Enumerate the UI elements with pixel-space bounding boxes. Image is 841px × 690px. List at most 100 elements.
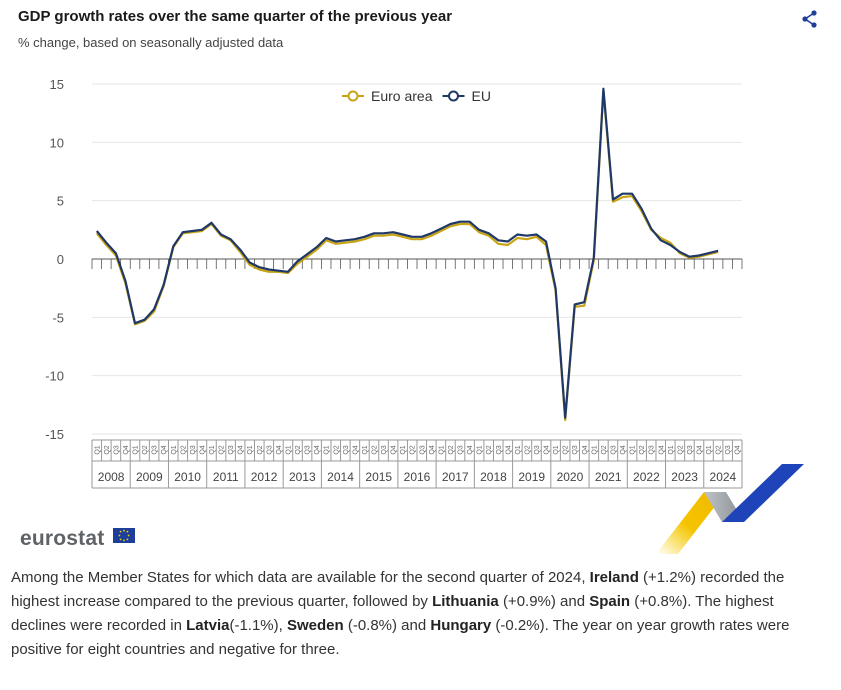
quarter-tick-label: Q3 — [381, 445, 388, 454]
year-label: 2019 — [518, 470, 545, 484]
quarter-tick-label: Q1 — [285, 445, 292, 454]
year-label: 2015 — [365, 470, 392, 484]
quarter-tick-label: Q1 — [362, 445, 369, 454]
quarter-tick-label: Q1 — [591, 445, 598, 454]
quarter-tick-label: Q2 — [677, 445, 684, 454]
legend-label: EU — [471, 88, 490, 104]
quarter-tick-label: Q3 — [572, 445, 579, 454]
legend-marker — [347, 90, 359, 102]
quarter-tick-label: Q4 — [696, 445, 703, 454]
year-label: 2024 — [710, 470, 737, 484]
year-label: 2012 — [251, 470, 278, 484]
legend-label: Euro area — [371, 88, 433, 104]
quarter-tick-label: Q2 — [371, 445, 378, 454]
year-label: 2021 — [595, 470, 622, 484]
quarter-tick-label: Q1 — [706, 445, 713, 454]
quarter-tick-label: Q2 — [295, 445, 302, 454]
quarter-tick-label: Q2 — [563, 445, 570, 454]
year-label: 2009 — [136, 470, 163, 484]
share-button[interactable] — [800, 9, 820, 29]
year-label: 2011 — [213, 470, 239, 484]
quarter-tick-label: Q1 — [477, 445, 484, 454]
quarter-tick-label: Q3 — [496, 445, 503, 454]
quarter-tick-label: Q1 — [171, 445, 178, 454]
quarter-tick-label: Q4 — [391, 445, 398, 454]
year-label: 2013 — [289, 470, 316, 484]
para-text: (+0.8%). The highest declines were recor… — [11, 593, 774, 634]
quarter-tick-label: Q2 — [486, 445, 493, 454]
eu-flag-icon — [112, 525, 135, 549]
quarter-tick-label: Q3 — [687, 445, 694, 454]
quarter-tick-label: Q2 — [142, 445, 149, 454]
y-tick-label: -15 — [45, 427, 64, 442]
quarter-tick-label: Q2 — [104, 445, 111, 454]
quarter-tick-label: Q3 — [725, 445, 732, 454]
country-name: Latvia — [186, 617, 230, 634]
quarter-tick-label: Q1 — [553, 445, 560, 454]
quarter-tick-label: Q2 — [716, 445, 723, 454]
year-label: 2010 — [174, 470, 201, 484]
country-name: Spain — [589, 593, 631, 610]
y-tick-label: -5 — [52, 310, 64, 325]
quarter-tick-label: Q1 — [209, 445, 216, 454]
eurostat-ribbon-decoration — [656, 464, 804, 554]
para-text: Among the Member States for which data a… — [11, 569, 586, 586]
y-tick-label: 15 — [50, 77, 64, 92]
quarter-tick-label: Q3 — [228, 445, 235, 454]
quarter-tick-label: Q4 — [582, 445, 589, 454]
series-line-eu — [95, 87, 719, 419]
quarter-tick-label: Q1 — [438, 445, 445, 454]
eurostat-logo: eurostat — [20, 525, 135, 551]
para-text: (+1.2%) recorded the highest increase co… — [11, 569, 785, 610]
chart-title: GDP growth rates over the same quarter o… — [18, 8, 453, 25]
quarter-tick-label: Q2 — [257, 445, 264, 454]
quarter-tick-label: Q2 — [601, 445, 608, 454]
series-line-euro-area — [95, 89, 719, 422]
share-icon — [802, 10, 817, 28]
quarter-tick-label: Q2 — [410, 445, 417, 454]
quarter-tick-label: Q4 — [505, 445, 512, 454]
legend-marker — [447, 90, 459, 102]
quarter-tick-label: Q3 — [113, 445, 120, 454]
logo-text: eurostat — [20, 527, 105, 550]
para-text: (+0.9%) and — [502, 593, 586, 610]
quarter-tick-label: Q3 — [649, 445, 656, 454]
quarter-tick-label: Q3 — [610, 445, 617, 454]
year-label: 2018 — [480, 470, 507, 484]
para-text: (-1.1%), — [229, 617, 283, 634]
quarter-tick-label: Q4 — [658, 445, 665, 454]
year-label: 2022 — [633, 470, 660, 484]
quarter-tick-label: Q4 — [161, 445, 168, 454]
quarter-tick-label: Q3 — [419, 445, 426, 454]
quarter-tick-label: Q2 — [639, 445, 646, 454]
quarter-tick-label: Q2 — [180, 445, 187, 454]
year-label: 2023 — [671, 470, 698, 484]
quarter-tick-label: Q3 — [266, 445, 273, 454]
y-tick-label: 5 — [57, 194, 64, 209]
para-text: (-0.2%). The year on year growth rates w… — [11, 617, 790, 658]
quarter-tick-label: Q4 — [314, 445, 321, 454]
quarter-tick-label: Q3 — [534, 445, 541, 454]
year-label: 2016 — [404, 470, 431, 484]
quarter-tick-label: Q3 — [305, 445, 312, 454]
quarter-tick-label: Q1 — [133, 445, 140, 454]
quarter-tick-label: Q4 — [429, 445, 436, 454]
quarter-tick-label: Q3 — [190, 445, 197, 454]
quarter-tick-label: Q2 — [524, 445, 531, 454]
quarter-tick-label: Q1 — [400, 445, 407, 454]
quarter-tick-label: Q2 — [448, 445, 455, 454]
quarter-tick-label: Q1 — [247, 445, 254, 454]
quarter-tick-label: Q1 — [515, 445, 522, 454]
para-text: (-0.8%) and — [347, 617, 427, 634]
year-label: 2020 — [557, 470, 584, 484]
quarter-tick-label: Q4 — [238, 445, 245, 454]
quarter-tick-label: Q3 — [152, 445, 159, 454]
quarter-tick-label: Q4 — [276, 445, 283, 454]
quarter-tick-label: Q4 — [467, 445, 474, 454]
quarter-tick-label: Q2 — [333, 445, 340, 454]
quarter-tick-label: Q4 — [735, 445, 742, 454]
description-paragraph: Among the Member States for which data a… — [11, 566, 831, 662]
country-name: Sweden — [286, 617, 344, 634]
quarter-tick-label: Q4 — [199, 445, 206, 454]
year-label: 2014 — [327, 470, 354, 484]
